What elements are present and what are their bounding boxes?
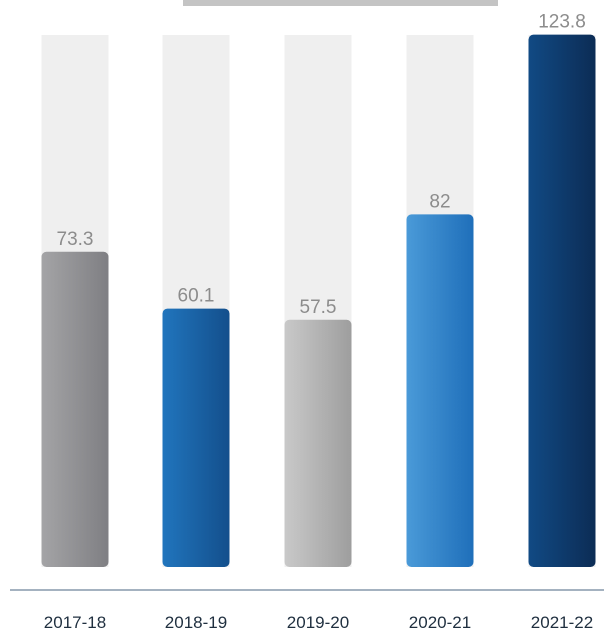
- value-label-2019-20: 57.5: [300, 297, 337, 318]
- value-labels: 73.3 60.1 57.5 82 123.8: [57, 12, 586, 318]
- bar-2018-19: [162, 308, 230, 567]
- tick-label-2020-21: 2020-21: [409, 613, 471, 632]
- bar-2021-22: [528, 34, 596, 568]
- bar-2020-21: [406, 214, 474, 567]
- tick-label-2017-18: 2017-18: [44, 613, 106, 632]
- tick-label-2019-20: 2019-20: [287, 613, 349, 632]
- bar-2019-20: [284, 319, 352, 567]
- value-label-2021-22: 123.8: [538, 12, 586, 33]
- bar-2017-18: [41, 251, 109, 567]
- tick-label-2021-22: 2021-22: [531, 613, 593, 632]
- value-label-2020-21: 82: [429, 191, 450, 212]
- value-label-2018-19: 60.1: [178, 286, 215, 307]
- bars: [41, 34, 596, 568]
- value-label-2017-18: 73.3: [57, 229, 94, 250]
- header-bar: [183, 0, 498, 6]
- x-axis-tick-labels: 2017-18 2018-19 2019-20 2020-21 2021-22: [44, 613, 593, 632]
- tick-label-2018-19: 2018-19: [165, 613, 227, 632]
